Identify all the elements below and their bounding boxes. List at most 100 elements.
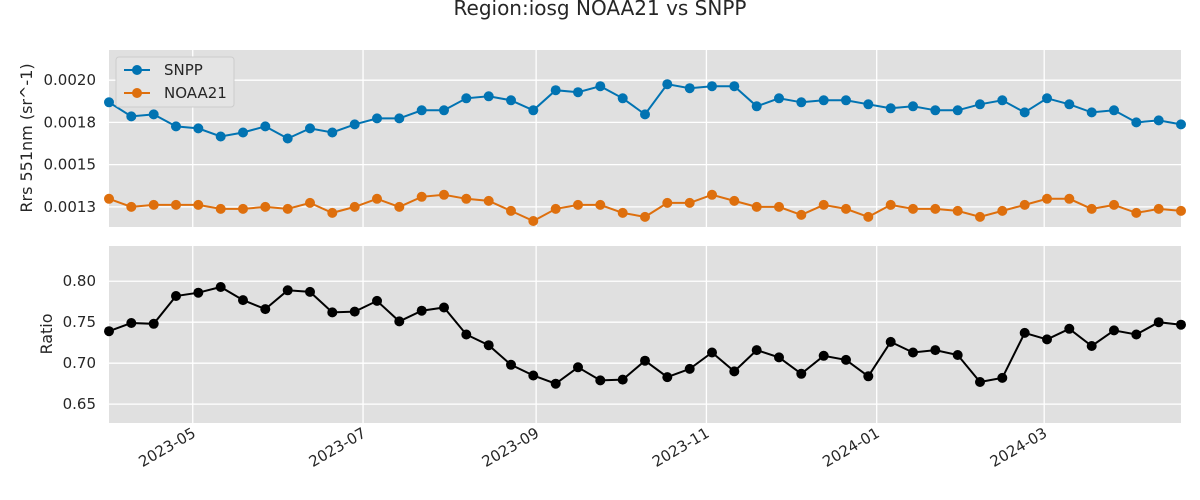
data-point-top-1-10 bbox=[327, 207, 338, 218]
series-top bbox=[104, 79, 1186, 226]
data-point-bottom-0-23 bbox=[617, 374, 628, 385]
y-tick-label-top-2: 0.0018 bbox=[44, 113, 97, 131]
y-axis-label-bottom: Ratio bbox=[37, 313, 56, 354]
data-point-top-0-43 bbox=[1064, 99, 1075, 110]
data-point-top-1-26 bbox=[684, 197, 695, 208]
data-point-bottom-0-27 bbox=[707, 347, 717, 358]
x-tick-label-2: 2023-09 bbox=[479, 424, 542, 471]
data-point-top-0-47 bbox=[1153, 115, 1164, 126]
data-point-top-1-33 bbox=[841, 203, 851, 214]
data-point-top-0-35 bbox=[885, 103, 896, 114]
series-bottom bbox=[104, 282, 1186, 389]
y-tick-label-bottom-2: 0.75 bbox=[63, 313, 96, 331]
data-point-bottom-0-18 bbox=[506, 359, 516, 370]
data-point-top-0-25 bbox=[662, 79, 673, 90]
data-point-top-1-16 bbox=[461, 193, 472, 204]
data-point-top-1-22 bbox=[595, 199, 606, 210]
data-point-bottom-0-13 bbox=[394, 316, 405, 327]
data-point-top-0-41 bbox=[1019, 107, 1030, 118]
data-point-top-1-15 bbox=[439, 189, 449, 200]
data-point-bottom-0-19 bbox=[528, 370, 539, 381]
y-tick-label-top-0: 0.0013 bbox=[44, 198, 97, 216]
y-tick-label-bottom-0: 0.65 bbox=[63, 395, 96, 413]
data-point-top-1-32 bbox=[818, 199, 829, 210]
data-point-top-1-38 bbox=[952, 205, 963, 216]
data-point-top-1-18 bbox=[506, 205, 516, 216]
data-point-top-1-36 bbox=[908, 203, 918, 214]
data-point-bottom-0-5 bbox=[215, 282, 226, 292]
data-point-bottom-0-7 bbox=[260, 304, 271, 315]
data-point-top-1-44 bbox=[1086, 203, 1097, 214]
data-point-top-0-17 bbox=[483, 91, 494, 102]
y-tick-label-top-1: 0.0015 bbox=[44, 156, 97, 174]
chart-title: Region:iosg NOAA21 vs SNPP bbox=[454, 0, 747, 20]
data-point-top-0-27 bbox=[707, 81, 717, 92]
data-point-top-0-26 bbox=[684, 83, 695, 94]
data-point-bottom-0-22 bbox=[595, 375, 606, 386]
data-point-top-1-5 bbox=[215, 203, 226, 214]
data-point-top-1-47 bbox=[1153, 203, 1164, 214]
data-point-top-0-10 bbox=[327, 127, 338, 138]
data-point-bottom-0-10 bbox=[327, 307, 338, 318]
data-point-top-0-8 bbox=[282, 133, 293, 144]
legend: SNPP NOAA21 bbox=[115, 56, 235, 108]
data-point-top-0-39 bbox=[975, 99, 985, 110]
data-point-top-0-48 bbox=[1176, 119, 1186, 130]
data-point-top-1-12 bbox=[372, 193, 382, 204]
data-point-top-0-32 bbox=[818, 95, 829, 106]
data-point-bottom-0-34 bbox=[863, 371, 874, 382]
data-point-bottom-0-21 bbox=[573, 362, 583, 373]
data-point-bottom-0-37 bbox=[930, 345, 941, 356]
data-point-bottom-0-33 bbox=[841, 354, 851, 365]
plot-area-bottom bbox=[109, 246, 1181, 423]
data-point-bottom-0-47 bbox=[1153, 317, 1164, 328]
data-point-top-1-6 bbox=[238, 203, 248, 214]
data-point-top-0-40 bbox=[997, 95, 1008, 106]
y-tick-label-top-3: 0.0020 bbox=[44, 71, 97, 89]
data-point-bottom-0-8 bbox=[282, 285, 293, 296]
data-point-top-0-21 bbox=[573, 87, 583, 98]
data-point-top-1-14 bbox=[416, 191, 427, 202]
data-point-bottom-0-3 bbox=[171, 291, 181, 301]
data-point-top-0-29 bbox=[751, 101, 762, 112]
data-point-top-0-2 bbox=[148, 109, 159, 120]
data-point-bottom-0-11 bbox=[349, 306, 360, 317]
snpp-noaa21-panel: 0.0013 0.0015 0.0018 0.0020 Rrs 551nm (sr^-… bbox=[17, 50, 1186, 227]
y-tick-label-bottom-3: 0.80 bbox=[63, 272, 96, 290]
data-point-top-0-9 bbox=[305, 123, 315, 134]
data-point-bottom-0-45 bbox=[1109, 325, 1119, 336]
data-point-top-1-45 bbox=[1109, 199, 1119, 210]
data-point-top-0-1 bbox=[126, 111, 137, 122]
data-point-top-0-37 bbox=[930, 105, 941, 116]
data-point-bottom-0-48 bbox=[1176, 319, 1186, 330]
data-point-bottom-0-32 bbox=[818, 350, 829, 361]
data-point-bottom-0-44 bbox=[1086, 341, 1097, 351]
data-point-top-1-34 bbox=[863, 211, 874, 222]
data-point-bottom-0-17 bbox=[483, 340, 494, 351]
data-point-bottom-0-30 bbox=[774, 352, 784, 363]
data-point-top-0-19 bbox=[528, 105, 539, 116]
y-axis-label-top: Rrs 551nm (sr^-1) bbox=[17, 63, 36, 212]
data-point-top-0-30 bbox=[774, 93, 784, 104]
data-point-top-0-15 bbox=[439, 105, 449, 116]
data-point-top-0-3 bbox=[171, 121, 181, 132]
data-point-top-1-9 bbox=[305, 197, 315, 208]
data-point-top-1-29 bbox=[751, 201, 762, 212]
data-point-top-0-46 bbox=[1131, 117, 1142, 128]
data-point-top-1-35 bbox=[885, 199, 896, 210]
data-point-bottom-0-29 bbox=[751, 345, 762, 356]
data-point-top-0-42 bbox=[1042, 93, 1052, 104]
data-point-top-1-20 bbox=[550, 203, 561, 214]
data-point-top-0-14 bbox=[416, 105, 427, 116]
data-point-top-1-43 bbox=[1064, 193, 1075, 204]
data-point-top-0-22 bbox=[595, 81, 606, 92]
x-ticks: 2023-05 2023-07 2023-09 2023-11 2024-01 2024-… bbox=[136, 424, 1051, 471]
data-point-top-0-11 bbox=[349, 119, 360, 130]
x-tick-label-0: 2023-05 bbox=[136, 424, 199, 471]
data-point-top-1-31 bbox=[796, 209, 807, 220]
data-point-top-0-23 bbox=[617, 93, 628, 104]
data-point-bottom-0-14 bbox=[416, 305, 427, 316]
data-point-top-1-1 bbox=[126, 201, 137, 212]
data-point-top-1-19 bbox=[528, 216, 539, 226]
data-point-top-1-48 bbox=[1176, 205, 1186, 216]
